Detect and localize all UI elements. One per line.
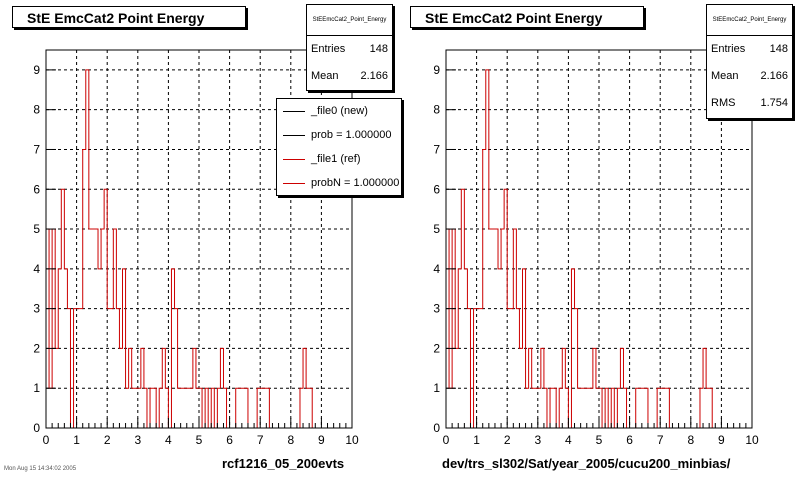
stats-label: Mean (311, 70, 339, 82)
right-x-label: dev/trs_sl302/Sat/year_2005/cucu200_minb… (442, 456, 731, 471)
x-tick-label: 3 (134, 433, 141, 447)
y-tick-label: 6 (433, 182, 440, 196)
x-tick-label: 5 (596, 433, 603, 447)
legend-entry: probN = 1.000000 (277, 171, 401, 195)
y-tick-label: 4 (433, 262, 440, 276)
x-tick-label: 10 (745, 433, 759, 447)
right-pad: 0 1 2 3 4 5 6 7 8 9 10 0 1 2 3 4 5 6 7 8 9 StE EmcCat2 Point… (400, 0, 800, 480)
y-tick-label: 7 (33, 142, 40, 156)
y-tick-label: 0 (433, 421, 440, 435)
stats-label: Mean (711, 70, 739, 82)
x-tick-label: 1 (473, 433, 480, 447)
legend-label: _file0 (new) (311, 105, 368, 117)
y-tick-label: 1 (33, 381, 40, 395)
legend-label: probN = 1.000000 (311, 177, 400, 189)
y-tick-label: 7 (433, 142, 440, 156)
legend-swatch (283, 134, 305, 136)
y-tick-label: 3 (33, 302, 40, 316)
y-tick-label: 5 (433, 222, 440, 236)
stats-row-entries: Entries 148 (707, 36, 792, 63)
x-tick-label: 0 (443, 433, 450, 447)
x-tick-label: 4 (165, 433, 172, 447)
stats-row-mean: Mean 2.166 (707, 63, 792, 90)
legend-label: _file1 (ref) (311, 153, 361, 165)
x-tick-label: 9 (318, 433, 325, 447)
y-tick-label: 6 (33, 182, 40, 196)
stats-name: StEEmcCat2_Point_Energy (307, 5, 392, 36)
legend-swatch (283, 110, 305, 112)
x-tick-label: 7 (257, 433, 264, 447)
x-tick-label: 8 (287, 433, 294, 447)
y-tick-label: 0 (33, 421, 40, 435)
legend-swatch (283, 182, 305, 184)
x-tick-label: 6 (226, 433, 233, 447)
stats-row-entries: Entries 148 (307, 36, 392, 63)
date-stamp: Mon Aug 15 14:34:02 2005 (4, 466, 77, 472)
stats-label: Entries (311, 43, 346, 55)
right-title: StE EmcCat2 Point Energy (410, 6, 644, 28)
y-tick-label: 5 (33, 222, 40, 236)
left-pad: 0 1 2 3 4 5 6 7 8 9 10 0 1 2 3 4 5 6 7 8 9 StE EmcCat2 Point… (4, 4, 402, 472)
stats-row-mean: Mean 2.166 (307, 63, 392, 90)
x-tick-label: 3 (534, 433, 541, 447)
stats-name: StEEmcCat2_Point_Energy (707, 5, 792, 36)
y-tick-label: 3 (433, 302, 440, 316)
left-stats-box: StEEmcCat2_Point_Energy Entries 148 Mean… (306, 4, 393, 91)
y-tick-label: 8 (33, 103, 40, 117)
x-tick-label: 2 (504, 433, 511, 447)
left-title: StE EmcCat2 Point Energy (12, 6, 246, 28)
x-tick-label: 8 (687, 433, 694, 447)
stats-value: 1.754 (760, 97, 788, 109)
stats-value: 148 (369, 43, 388, 55)
left-histogram: 0 1 2 3 4 5 6 7 8 9 10 0 1 2 3 4 5 6 7 8 9 (33, 49, 359, 447)
legend-entry: _file1 (ref) (277, 147, 401, 171)
stats-value: 2.166 (360, 70, 388, 82)
left-x-label: rcf1216_05_200evts (222, 456, 345, 471)
x-tick-label: 0 (43, 433, 50, 447)
legend: _file0 (new) prob = 1.000000 _file1 (ref… (276, 98, 402, 196)
x-tick-label: 6 (626, 433, 633, 447)
x-tick-label: 10 (345, 433, 359, 447)
right-histogram: 0 1 2 3 4 5 6 7 8 9 10 0 1 2 3 4 5 6 7 8 9 (433, 49, 759, 447)
y-tick-label: 9 (433, 63, 440, 77)
x-tick-label: 9 (718, 433, 725, 447)
y-tick-label: 2 (33, 341, 40, 355)
x-tick-label: 1 (73, 433, 80, 447)
y-tick-label: 9 (33, 63, 40, 77)
stats-value: 2.166 (760, 70, 788, 82)
right-stats-box: StEEmcCat2_Point_Energy Entries 148 Mean… (706, 4, 793, 119)
y-tick-label: 2 (433, 341, 440, 355)
legend-swatch (283, 158, 305, 160)
stats-value: 148 (769, 43, 788, 55)
legend-entry: _file0 (new) (277, 99, 401, 123)
y-tick-label: 8 (433, 103, 440, 117)
stats-row-rms: RMS 1.754 (707, 90, 792, 117)
legend-entry: prob = 1.000000 (277, 123, 401, 147)
x-tick-label: 5 (196, 433, 203, 447)
y-tick-label: 4 (33, 262, 40, 276)
legend-label: prob = 1.000000 (311, 129, 392, 141)
x-tick-label: 4 (565, 433, 572, 447)
x-tick-label: 2 (104, 433, 111, 447)
stats-label: Entries (711, 43, 746, 55)
x-tick-label: 7 (657, 433, 664, 447)
y-tick-label: 1 (433, 381, 440, 395)
stats-label: RMS (711, 97, 736, 109)
